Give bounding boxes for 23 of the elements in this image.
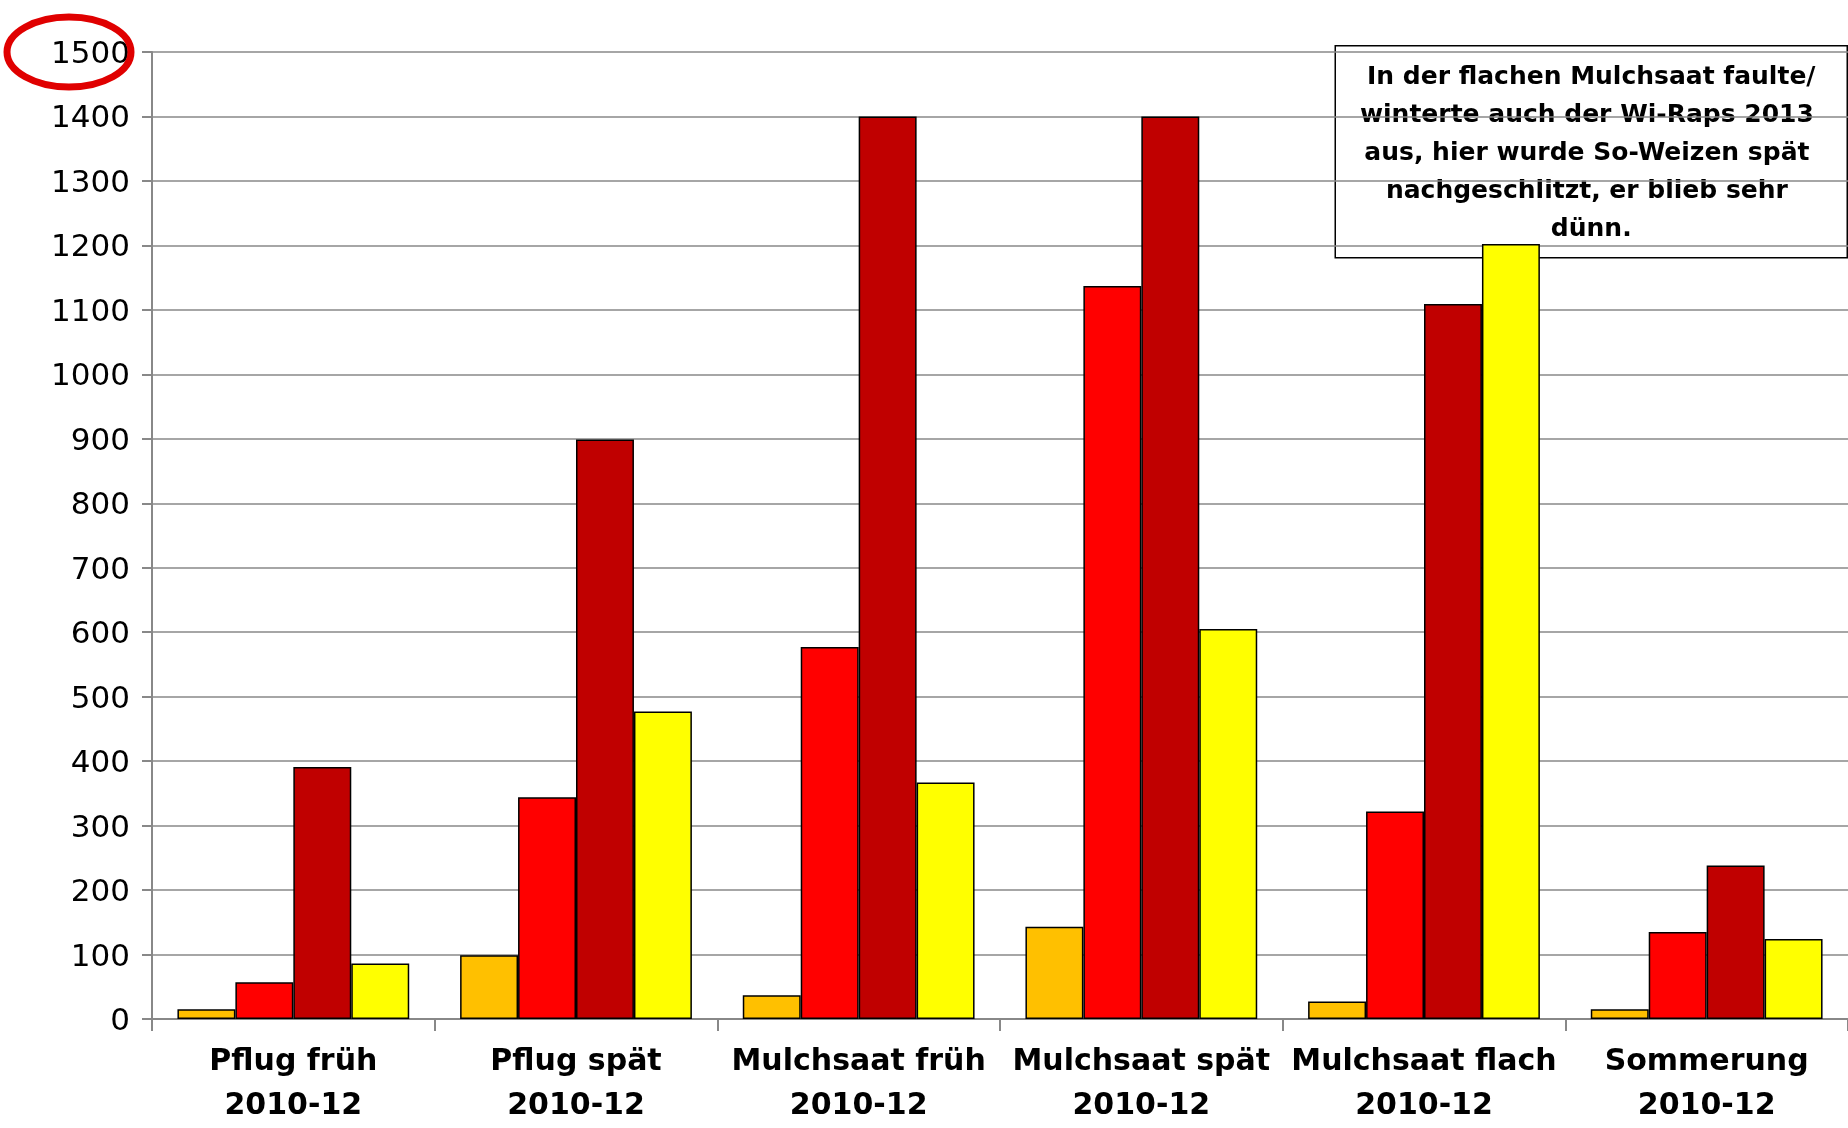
x-tick-label: Mulchsaat früh 2010-12 bbox=[731, 1041, 986, 1121]
y-tick-label: 600 bbox=[70, 614, 130, 651]
y-tick-label: 200 bbox=[70, 872, 130, 909]
y-tick-label: 900 bbox=[70, 420, 130, 457]
y-tick-label: 700 bbox=[70, 549, 130, 586]
x-tick-label: Sommerung 2010-12 bbox=[1604, 1041, 1809, 1121]
y-tick-label: 500 bbox=[70, 678, 130, 715]
x-tick-label: Pflug spät 2010-12 bbox=[490, 1041, 662, 1121]
y-tick-label: 1500 bbox=[51, 34, 130, 70]
x-tick-label: Mulchsaat spät 2010-12 bbox=[1012, 1041, 1271, 1121]
annotation: In der flachen Mulchsaat faulte/winterte auch der Wi-Raps 2013 aus, hier wurde So-Weizen spät nachgeschlitzt, er blieb sehr dünn. bbox=[1359, 61, 1823, 243]
y-tick-label: 100 bbox=[70, 936, 130, 973]
y-tick-label: 1300 bbox=[51, 162, 130, 199]
y-tick-label: 1100 bbox=[51, 291, 130, 328]
x-tick-label: Pflug früh 2010-12 bbox=[209, 1041, 378, 1121]
y-tick-label: 0 bbox=[110, 1001, 130, 1037]
y-tick-label: 400 bbox=[70, 743, 130, 780]
y-tick-label: 300 bbox=[70, 807, 130, 844]
y-tick-label: 1000 bbox=[51, 356, 130, 393]
y-tick-label: 800 bbox=[70, 485, 130, 522]
y-tick-label: 1200 bbox=[51, 227, 130, 264]
x-tick-label: Mulchsaat flach 2010-12 bbox=[1291, 1041, 1557, 1121]
y-tick-label: 1400 bbox=[51, 98, 130, 135]
